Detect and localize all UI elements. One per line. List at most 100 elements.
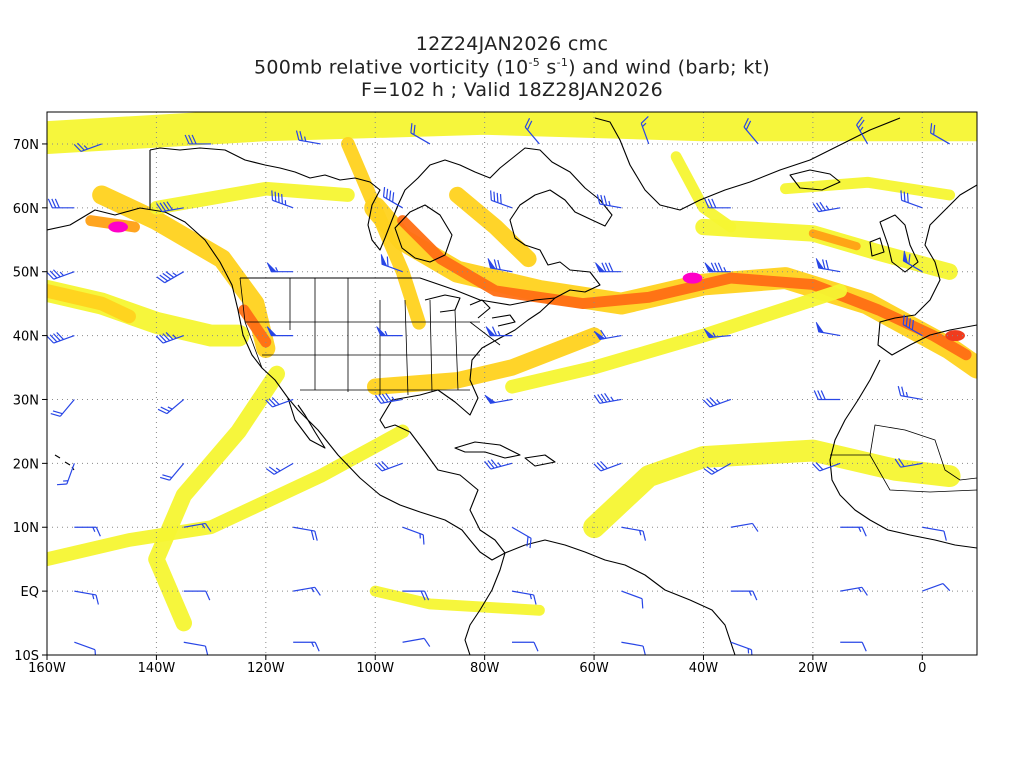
coastline-greenland [594, 117, 901, 211]
wind-barb [183, 522, 212, 532]
vorticity-band [505, 284, 848, 394]
wind-barb [485, 326, 512, 337]
wind-barb [815, 321, 841, 337]
subtitle-part-2: s [540, 56, 557, 79]
subtitle-part-1: 500mb relative vorticity (10 [254, 56, 529, 79]
wind-barb [74, 590, 99, 605]
y-tick-label: 30N [13, 393, 39, 408]
vorticity-band [238, 304, 272, 348]
wind-barb [293, 641, 320, 652]
wind-barb [704, 262, 731, 273]
wind-barb [265, 397, 294, 408]
wind-barb [484, 394, 513, 404]
coastlines [47, 117, 977, 655]
vorticity-band [341, 137, 426, 330]
x-tick-label: 160W [28, 661, 66, 676]
wind-barb [47, 269, 75, 280]
wind-barb [812, 462, 841, 472]
x-tick-label: 140W [138, 661, 176, 676]
wind-barb [702, 397, 732, 408]
wind-barb [183, 641, 209, 655]
wind-barb [374, 460, 403, 472]
wind-barb [512, 641, 539, 652]
vorticity-band [808, 229, 861, 251]
coastline-hispaniola [524, 454, 556, 467]
wind-barb [374, 392, 403, 404]
x-tick-label: 40W [689, 661, 719, 676]
wind-barb [730, 590, 758, 601]
vorticity-band [148, 365, 285, 632]
chart-subtitle: 500mb relative vorticity (10-5 s-1) and … [0, 56, 1024, 78]
vorticity-maximum [682, 272, 703, 284]
y-tick-label: 20N [13, 457, 39, 472]
axis-labels: 160W 140W 120W 100W 80W 60W 40W 20W 0 70N 60N 50N 40… [13, 138, 927, 676]
coastline-british-isles [869, 214, 919, 273]
wind-barb [621, 526, 647, 541]
vorticity-band [47, 424, 410, 567]
wind-barb [640, 115, 650, 145]
wind-barb [410, 123, 431, 145]
wind-barb [266, 262, 294, 273]
wind-barb [596, 194, 622, 209]
vorticity-maximum [108, 221, 128, 233]
wind-barb [484, 459, 513, 470]
wind-barb [900, 190, 923, 209]
subtitle-exponent-1: -5 [528, 56, 541, 69]
coastline-south-america [464, 539, 736, 655]
coastline-north-america [47, 147, 613, 561]
x-tick-label: 60W [579, 661, 609, 676]
wind-barb [157, 399, 185, 415]
coastline-africa [829, 359, 977, 549]
wind-barb [621, 590, 644, 609]
coastline-europe [877, 184, 977, 356]
wind-barb [840, 641, 867, 652]
wind-barb [490, 190, 513, 209]
wind-barb [184, 134, 212, 145]
wind-barb [897, 385, 923, 401]
wind-barb [840, 526, 867, 537]
wind-barb [156, 271, 185, 284]
wind-barb [376, 326, 403, 337]
wind-barb [265, 462, 294, 475]
wind-barb [593, 329, 622, 340]
y-tick-label: 60N [13, 202, 39, 217]
coastline-great-lakes [424, 294, 516, 327]
border-canada-us [149, 150, 556, 306]
wind-barb [47, 332, 75, 344]
wind-barb [856, 116, 869, 145]
wind-barbs [47, 115, 951, 655]
coastline-iceland [789, 169, 841, 191]
x-tick-label: 0 [918, 661, 926, 676]
wind-barb [271, 190, 294, 209]
wind-barb [703, 462, 732, 475]
wind-barb [266, 326, 294, 337]
y-tick-label: 10N [13, 521, 39, 536]
wind-barb [929, 123, 950, 145]
coastline-hudson-bay [394, 204, 453, 263]
wind-barb [155, 332, 184, 344]
wind-barb [743, 117, 759, 145]
wind-barb [813, 390, 841, 401]
vorticity-band [47, 284, 136, 324]
wind-barb [511, 526, 532, 549]
wind-barb [402, 637, 431, 647]
x-tick-label: 120W [247, 661, 285, 676]
wind-barb [74, 526, 101, 537]
wind-barb [402, 526, 425, 545]
vorticity-band [149, 181, 355, 215]
coastline-baja [287, 397, 326, 449]
wind-barb [703, 328, 731, 339]
subtitle-part-3: ) and wind (barb; kt) [568, 56, 770, 79]
wind-barb [159, 462, 185, 481]
wind-barb [894, 458, 923, 468]
wind-barb [156, 201, 184, 213]
plot-frame [46, 111, 978, 656]
coastline-cuba [454, 441, 521, 459]
wind-barb [730, 522, 759, 532]
wind-barb [183, 590, 211, 601]
wind-barb [593, 392, 622, 404]
vorticity-band [583, 439, 961, 539]
state-borders [239, 277, 501, 396]
y-tick-label: 50N [13, 266, 39, 281]
